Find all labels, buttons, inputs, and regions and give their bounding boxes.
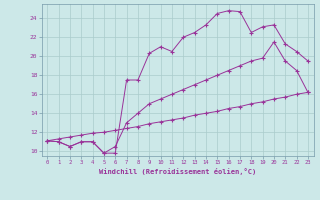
X-axis label: Windchill (Refroidissement éolien,°C): Windchill (Refroidissement éolien,°C) xyxy=(99,168,256,175)
